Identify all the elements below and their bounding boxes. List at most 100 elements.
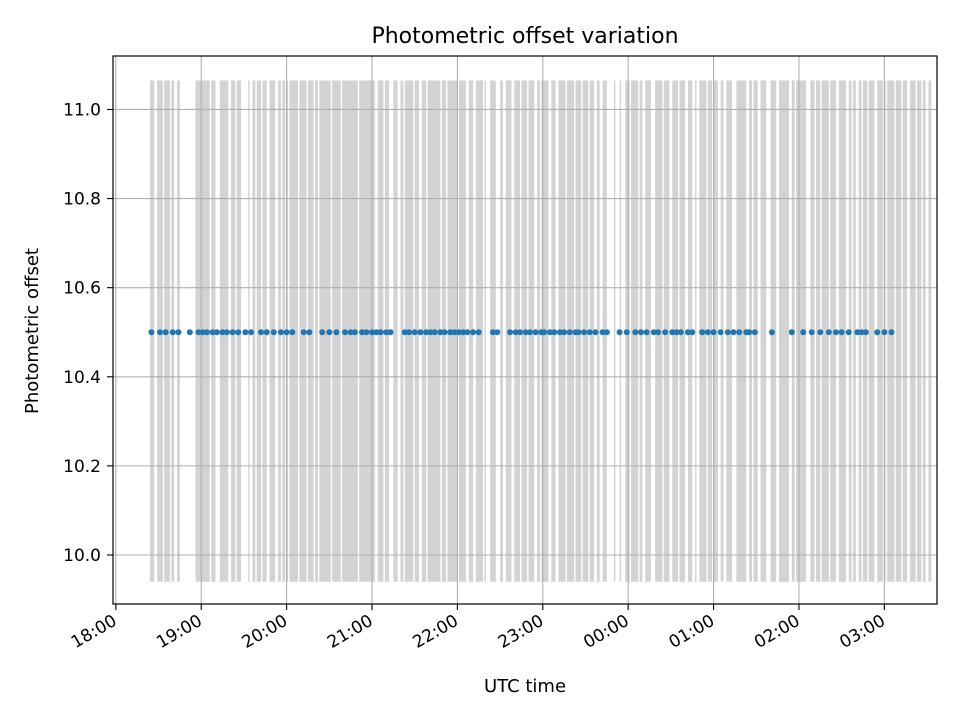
data-point <box>373 329 380 336</box>
data-point <box>673 329 680 336</box>
exposure-band <box>830 80 836 582</box>
data-point <box>223 329 230 336</box>
data-point <box>512 329 519 336</box>
data-point <box>586 329 593 336</box>
data-point <box>800 329 807 336</box>
data-point <box>175 329 182 336</box>
data-point <box>494 329 501 336</box>
data-point <box>788 329 795 336</box>
data-point <box>862 329 869 336</box>
data-point <box>546 329 553 336</box>
data-point <box>526 329 533 336</box>
data-point <box>650 329 657 336</box>
data-point <box>623 329 630 336</box>
exposure-band <box>252 80 256 582</box>
data-point <box>447 329 454 336</box>
data-point <box>517 329 524 336</box>
data-point <box>300 329 307 336</box>
data-point <box>507 329 514 336</box>
exposure-band <box>902 80 908 582</box>
exposure-band <box>760 80 767 582</box>
data-point <box>717 329 724 336</box>
data-point <box>248 329 255 336</box>
data-point <box>699 329 706 336</box>
exposure-band <box>895 80 902 582</box>
data-point <box>169 329 176 336</box>
data-point <box>423 329 430 336</box>
data-point <box>825 329 832 336</box>
data-point <box>881 329 888 336</box>
data-point <box>643 329 650 336</box>
data-point <box>369 329 376 336</box>
data-point <box>689 329 696 336</box>
data-point <box>603 329 610 336</box>
data-point <box>417 329 424 336</box>
data-point <box>306 329 313 336</box>
data-point <box>455 329 462 336</box>
data-point <box>363 329 370 336</box>
y-axis-label: Photometric offset <box>22 248 43 414</box>
data-point <box>283 329 290 336</box>
data-point <box>203 329 210 336</box>
data-point <box>359 329 366 336</box>
data-point <box>561 329 568 336</box>
data-point <box>475 329 482 336</box>
plot-frame <box>112 55 938 605</box>
data-point <box>710 329 717 336</box>
data-point <box>736 329 743 336</box>
x-axis-label: UTC time <box>484 676 566 697</box>
exposure-band <box>500 80 503 582</box>
data-point <box>751 329 758 336</box>
data-point <box>632 329 639 336</box>
data-point <box>581 329 588 336</box>
data-point <box>704 329 711 336</box>
data-point <box>319 329 326 336</box>
y-tick-label: 10.8 <box>63 190 101 210</box>
data-point <box>874 329 881 336</box>
data-point <box>235 329 242 336</box>
data-point <box>199 329 206 336</box>
data-point <box>854 329 861 336</box>
data-point <box>441 329 448 336</box>
data-point <box>289 329 296 336</box>
exposure-band <box>922 80 926 582</box>
data-point <box>277 329 284 336</box>
y-tick-label: 10.0 <box>63 546 101 566</box>
data-point <box>858 329 865 336</box>
data-point <box>724 329 731 336</box>
data-point <box>209 329 216 336</box>
data-point <box>377 329 384 336</box>
data-point <box>768 329 775 336</box>
exposure-band <box>877 80 883 582</box>
data-point <box>326 329 333 336</box>
data-point <box>406 329 413 336</box>
data-point <box>845 329 852 336</box>
data-point <box>347 329 354 336</box>
data-point <box>263 329 270 336</box>
data-point <box>213 329 220 336</box>
data-point <box>662 329 669 336</box>
exposure-band <box>695 80 697 582</box>
data-point <box>808 329 815 336</box>
data-point <box>437 329 444 336</box>
data-point <box>148 329 155 336</box>
data-point <box>730 329 737 336</box>
exposure-band <box>484 80 486 582</box>
exposure-band <box>821 80 829 582</box>
data-point <box>522 329 529 336</box>
exposure-band <box>917 80 922 582</box>
data-point <box>599 329 606 336</box>
data-point <box>258 329 265 336</box>
data-point <box>470 329 477 336</box>
data-point <box>489 329 496 336</box>
data-point <box>575 329 582 336</box>
data-point <box>616 329 623 336</box>
data-point <box>832 329 839 336</box>
data-points <box>148 329 895 336</box>
exposure-band <box>400 80 404 582</box>
exposure-band <box>928 80 932 582</box>
data-point <box>451 329 458 336</box>
exposure-band <box>596 80 600 582</box>
data-point <box>383 329 390 336</box>
